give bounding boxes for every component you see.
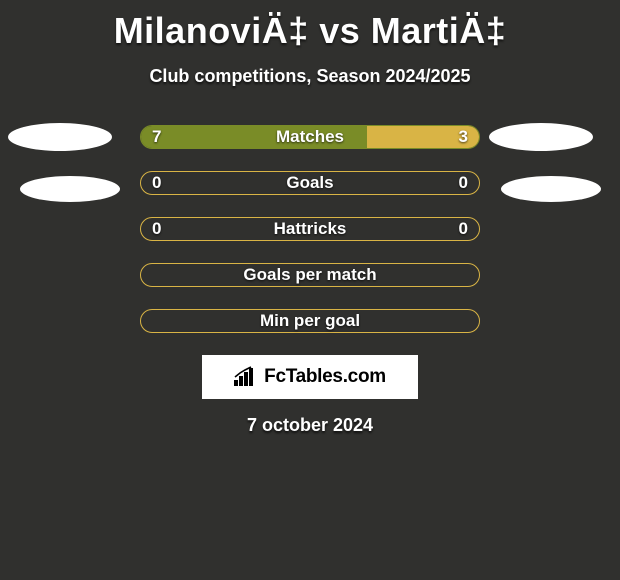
placeholder-ellipse: [20, 176, 120, 202]
stat-bar: [140, 217, 480, 241]
stat-value-left: 0: [152, 217, 161, 241]
stat-row: Hattricks00: [140, 217, 480, 241]
stat-row: Matches73: [140, 125, 480, 149]
page-date: 7 october 2024: [0, 415, 620, 436]
stat-value-right: 0: [459, 217, 468, 241]
stat-bar: [140, 309, 480, 333]
stat-value-right: 3: [459, 125, 468, 149]
stat-value-right: 0: [459, 171, 468, 195]
footer-attribution: FcTables.com: [202, 355, 418, 399]
stat-bar: [140, 171, 480, 195]
page-title: MilanoviÄ‡ vs MartiÄ‡: [0, 0, 620, 52]
stat-row: Goals per match: [140, 263, 480, 287]
comparison-rows: Matches73Goals00Hattricks00Goals per mat…: [0, 125, 620, 333]
stat-bar: [140, 263, 480, 287]
stat-bar-left: [141, 126, 367, 148]
placeholder-ellipse: [501, 176, 601, 202]
bars-icon: [234, 366, 260, 388]
footer-text: FcTables.com: [264, 366, 386, 388]
stat-row: Goals00: [140, 171, 480, 195]
stat-value-left: 0: [152, 171, 161, 195]
page-subtitle: Club competitions, Season 2024/2025: [0, 66, 620, 87]
stat-value-left: 7: [152, 125, 161, 149]
placeholder-ellipse: [8, 123, 112, 151]
stat-bar: [140, 125, 480, 149]
stat-row: Min per goal: [140, 309, 480, 333]
placeholder-ellipse: [489, 123, 593, 151]
